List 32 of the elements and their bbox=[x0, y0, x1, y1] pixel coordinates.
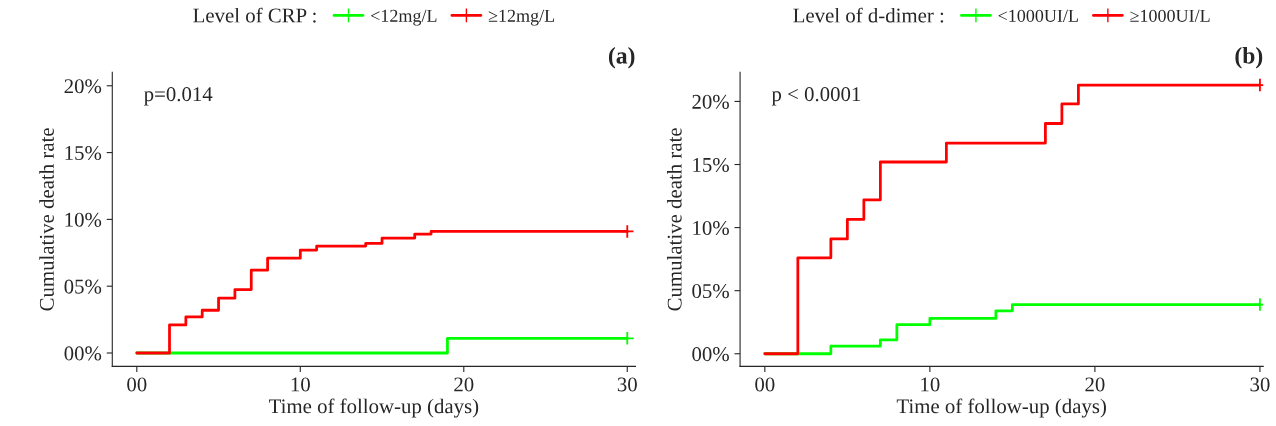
x-tick-label: 10 bbox=[921, 377, 940, 392]
x-tick-label: 00 bbox=[755, 377, 775, 392]
y-axis-title: Cumulative death rate bbox=[39, 128, 54, 311]
legend-title: Level of CRP : bbox=[193, 7, 316, 23]
annotation: p=0.014 bbox=[144, 87, 213, 106]
legend-label: <12mg/L bbox=[371, 9, 437, 26]
y-tick-label: 20% bbox=[692, 94, 729, 109]
x-axis-title: Time of follow-up (days) bbox=[269, 398, 479, 418]
legend-label: ≥1000UI/L bbox=[1130, 9, 1210, 22]
y-tick-label: 05% bbox=[692, 284, 729, 299]
x-tick-label: 00 bbox=[127, 377, 147, 392]
y-axis-title: Cumulative death rate bbox=[667, 128, 682, 311]
y-tick-label: 00% bbox=[64, 346, 102, 361]
x-tick-label: 30 bbox=[617, 377, 637, 392]
x-tick-label: 10 bbox=[291, 377, 310, 392]
x-tick-label: 30 bbox=[1250, 377, 1270, 392]
y-tick-label: 00% bbox=[692, 347, 729, 362]
x-tick-label: 20 bbox=[454, 377, 474, 392]
y-tick-label: 15% bbox=[65, 145, 102, 161]
y-tick-label: 05% bbox=[64, 279, 102, 294]
legend-title: Level of d-dimer : bbox=[793, 7, 944, 23]
legend-label: ≥12mg/L bbox=[488, 9, 555, 26]
text: (b) bbox=[1235, 47, 1263, 69]
y-tick-label: 15% bbox=[693, 157, 729, 173]
y-tick-label: 10% bbox=[693, 220, 729, 236]
x-tick-label: 20 bbox=[1085, 377, 1105, 392]
x-axis-title: Time of follow-up (days) bbox=[896, 398, 1106, 418]
text: (a) bbox=[608, 47, 635, 69]
y-tick-label: 10% bbox=[65, 212, 102, 227]
legend-label: <1000UI/L bbox=[998, 9, 1078, 22]
y-tick-label: 20% bbox=[64, 79, 102, 94]
annotation: p < 0.0001 bbox=[771, 87, 861, 106]
